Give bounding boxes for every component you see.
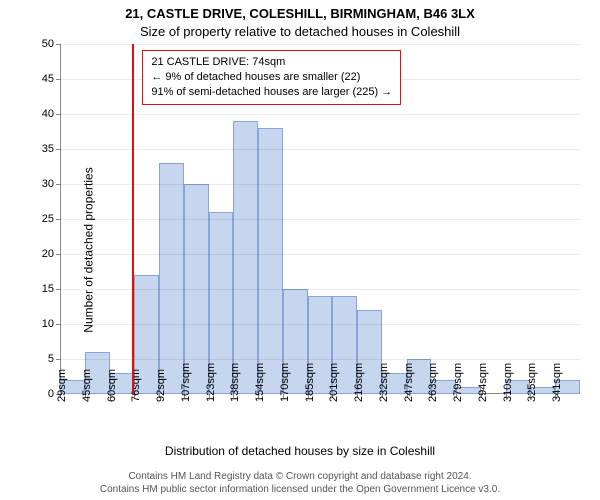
xtick-label: 294sqm <box>477 363 489 402</box>
ytick-label: 25 <box>42 213 60 225</box>
ytick-label: 35 <box>42 143 60 155</box>
gridline-h <box>60 44 580 45</box>
title-line-2: Size of property relative to detached ho… <box>0 24 600 39</box>
xtick-label: 92sqm <box>155 369 167 402</box>
ytick-label: 15 <box>42 283 60 295</box>
footer-line-2: Contains HM public sector information li… <box>0 483 600 496</box>
title-line-1: 21, CASTLE DRIVE, COLESHILL, BIRMINGHAM,… <box>0 6 600 21</box>
xtick-label: 263sqm <box>427 363 439 402</box>
histogram-bar <box>233 121 258 394</box>
xtick-label: 247sqm <box>403 363 415 402</box>
annotation-line: ← 9% of detached houses are smaller (22) <box>151 70 392 85</box>
marker-line <box>132 44 134 394</box>
xtick-label: 310sqm <box>502 363 514 402</box>
footer-attribution: Contains HM Land Registry data © Crown c… <box>0 470 600 496</box>
gridline-h <box>60 149 580 150</box>
gridline-h <box>60 324 580 325</box>
xtick-label: 201sqm <box>328 363 340 402</box>
ytick-label: 10 <box>42 318 60 330</box>
gridline-h <box>60 359 580 360</box>
gridline-h <box>60 114 580 115</box>
xtick-label: 325sqm <box>526 363 538 402</box>
ytick-label: 45 <box>42 73 60 85</box>
histogram-bar <box>258 128 283 394</box>
xtick-label: 170sqm <box>279 363 291 402</box>
ytick-label: 50 <box>42 38 60 50</box>
gridline-h <box>60 254 580 255</box>
ytick-label: 5 <box>48 353 60 365</box>
xtick-label: 341sqm <box>551 363 563 402</box>
xtick-label: 279sqm <box>452 363 464 402</box>
ytick-label: 40 <box>42 108 60 120</box>
x-axis-label: Distribution of detached houses by size … <box>0 444 600 458</box>
xtick-label: 185sqm <box>304 363 316 402</box>
annotation-line: 21 CASTLE DRIVE: 74sqm <box>151 55 392 70</box>
xtick-label: 138sqm <box>229 363 241 402</box>
xtick-label: 154sqm <box>254 363 266 402</box>
annotation-line: 91% of semi-detached houses are larger (… <box>151 85 392 100</box>
xtick-label: 123sqm <box>205 363 217 402</box>
xtick-label: 29sqm <box>56 369 68 402</box>
gridline-h <box>60 184 580 185</box>
xtick-label: 216sqm <box>353 363 365 402</box>
chart-plot-area: 0510152025303540455029sqm45sqm60sqm76sqm… <box>60 44 580 394</box>
xtick-label: 45sqm <box>81 369 93 402</box>
gridline-h <box>60 219 580 220</box>
footer-line-1: Contains HM Land Registry data © Crown c… <box>0 470 600 483</box>
ytick-label: 30 <box>42 178 60 190</box>
ytick-label: 20 <box>42 248 60 260</box>
xtick-label: 232sqm <box>378 363 390 402</box>
annotation-box: 21 CASTLE DRIVE: 74sqm← 9% of detached h… <box>142 50 401 105</box>
xtick-label: 60sqm <box>106 369 118 402</box>
gridline-h <box>60 289 580 290</box>
xtick-label: 107sqm <box>180 363 192 402</box>
